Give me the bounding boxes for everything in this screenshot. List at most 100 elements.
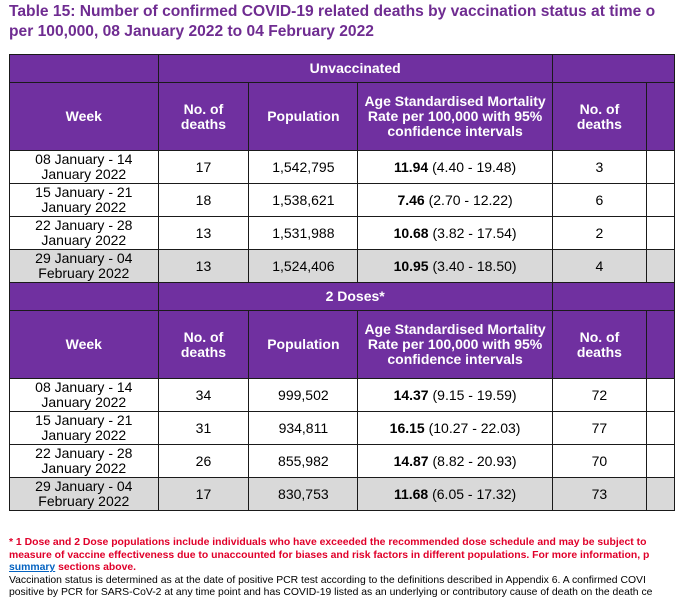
- column-header-asmr: Age Standardised Mortality Rate per 100,…: [357, 82, 553, 151]
- asmr-confidence-interval: (2.70 - 12.22): [428, 191, 513, 208]
- footnote-link-suffix: sections above.: [55, 562, 137, 574]
- population-cell: 999,502: [248, 378, 359, 412]
- cutoff-cell: [646, 216, 675, 250]
- column-header-row: Week No. of deaths Population Age Standardi…: [9, 82, 675, 151]
- week-cell: 22 January - 28 January 2022: [9, 216, 159, 250]
- column-header-cutoff: [646, 82, 675, 151]
- deaths-cell: 13: [157, 249, 250, 283]
- cutoff-cell: [646, 378, 675, 412]
- table-title-line-2: per 100,000, 08 January 2022 to 04 Febru…: [9, 23, 374, 40]
- table-title: Table 15: Number of confirmed COVID-19 r…: [9, 2, 675, 42]
- population-cell: 855,982: [248, 444, 359, 478]
- population-cell: 934,811: [248, 411, 359, 445]
- footnote-line-3: summary sections above.: [9, 562, 675, 575]
- asmr-cell: 14.87 (8.82 - 20.93): [357, 444, 553, 478]
- week-cell: 08 January - 14 January 2022: [9, 378, 159, 412]
- deaths-next-cell: 4: [551, 249, 648, 283]
- section-header-blank: [9, 54, 159, 83]
- deaths-next-cell: 2: [551, 216, 648, 250]
- table-title-line-1: Table 15: Number of confirmed COVID-19 r…: [9, 3, 656, 20]
- deaths-cell: 13: [157, 216, 250, 250]
- asmr-cell: 16.15 (10.27 - 22.03): [357, 411, 553, 445]
- footnote-line-2: measure of vaccine effectiveness due to …: [9, 549, 650, 561]
- asmr-cell: 11.68 (6.05 - 17.32): [357, 477, 553, 511]
- asmr-confidence-interval: (9.15 - 19.59): [432, 386, 517, 403]
- asmr-cell: 11.94 (4.40 - 19.48): [357, 150, 553, 184]
- column-header-week: Week: [9, 82, 159, 151]
- asmr-cell: 10.95 (3.40 - 18.50): [357, 249, 553, 283]
- cutoff-cell: [646, 477, 675, 511]
- asmr-confidence-interval: (3.82 - 17.54): [432, 224, 517, 241]
- column-header-population: Population: [248, 310, 359, 379]
- section-header-row: Unvaccinated: [9, 54, 675, 83]
- asmr-confidence-interval: (8.82 - 20.93): [432, 452, 517, 469]
- week-cell: 15 January - 21 January 2022: [9, 183, 159, 217]
- asmr-rate: 14.87: [393, 452, 429, 469]
- column-header-population: Population: [248, 82, 359, 151]
- population-cell: 1,542,795: [248, 150, 359, 184]
- table-row: 15 January - 21 January 2022 18 1,538,621 7…: [9, 183, 675, 217]
- column-header-deaths: No. of deaths: [157, 82, 250, 151]
- column-header-row: Week No. of deaths Population Age Standardi…: [9, 310, 675, 379]
- cutoff-cell: [646, 150, 675, 184]
- asmr-cell: 7.46 (2.70 - 12.22): [357, 183, 553, 217]
- asmr-cell: 14.37 (9.15 - 19.59): [357, 378, 553, 412]
- asmr-rate: 11.68: [393, 485, 429, 502]
- cutoff-cell: [646, 183, 675, 217]
- table-row: 08 January - 14 January 2022 17 1,542,795 1…: [9, 150, 675, 184]
- table-row: 15 January - 21 January 2022 31 934,811 16.…: [9, 411, 675, 445]
- deaths-by-vaccination-table: Unvaccinated Week No. of deaths Population A…: [9, 54, 675, 511]
- deaths-next-cell: 77: [551, 411, 648, 445]
- asmr-rate: 10.68: [393, 224, 429, 241]
- deaths-next-cell: 73: [551, 477, 648, 511]
- population-cell: 830,753: [248, 477, 359, 511]
- asmr-rate: 16.15: [389, 419, 425, 436]
- column-header-week: Week: [9, 310, 159, 379]
- deaths-next-cell: 6: [551, 183, 648, 217]
- cutoff-cell: [646, 249, 675, 283]
- population-cell: 1,538,621: [248, 183, 359, 217]
- population-cell: 1,531,988: [248, 216, 359, 250]
- asmr-confidence-interval: (3.40 - 18.50): [432, 257, 517, 274]
- column-header-deaths-next: No. of deaths: [551, 82, 648, 151]
- summary-link[interactable]: summary: [9, 562, 56, 574]
- deaths-cell: 34: [157, 378, 250, 412]
- asmr-confidence-interval: (4.40 - 19.48): [432, 158, 517, 175]
- deaths-next-cell: 72: [551, 378, 648, 412]
- deaths-cell: 17: [157, 150, 250, 184]
- section-label: Unvaccinated: [157, 54, 553, 83]
- cutoff-cell: [646, 411, 675, 445]
- deaths-cell: 18: [157, 183, 250, 217]
- column-header-cutoff: [646, 310, 675, 379]
- footnote-line-1: * 1 Dose and 2 Dose populations include …: [9, 537, 647, 548]
- cutoff-cell: [646, 444, 675, 478]
- column-header-deaths: No. of deaths: [157, 310, 250, 379]
- week-cell: 08 January - 14 January 2022: [9, 150, 159, 184]
- asmr-cell: 10.68 (3.82 - 17.54): [357, 216, 553, 250]
- asmr-rate: 11.94: [393, 158, 429, 175]
- deaths-cell: 17: [157, 477, 250, 511]
- week-cell: 22 January - 28 January 2022: [9, 444, 159, 478]
- column-header-deaths-next: No. of deaths: [551, 310, 648, 379]
- week-cell: 29 January - 04 February 2022: [9, 249, 159, 283]
- status-note-line-2: positive by PCR for SARS-CoV-2 at any ti…: [9, 587, 653, 599]
- asmr-rate: 10.95: [393, 257, 429, 274]
- section-header-tail: [551, 282, 675, 311]
- deaths-cell: 26: [157, 444, 250, 478]
- table-row: 22 January - 28 January 2022 13 1,531,988 1…: [9, 216, 675, 250]
- week-cell: 15 January - 21 January 2022: [9, 411, 159, 445]
- section-header-row: 2 Doses*: [9, 282, 675, 311]
- table-row: 29 January - 04 February 2022 17 830,753 11…: [9, 477, 675, 511]
- section-header-blank: [9, 282, 159, 311]
- week-cell: 29 January - 04 February 2022: [9, 477, 159, 511]
- asmr-rate: 14.37: [393, 386, 429, 403]
- asmr-confidence-interval: (6.05 - 17.32): [432, 485, 517, 502]
- status-note-line-1: Vaccination status is determined as at t…: [9, 574, 646, 586]
- column-header-asmr: Age Standardised Mortality Rate per 100,…: [357, 310, 553, 379]
- section-header-tail: [551, 54, 675, 83]
- table-notes: * 1 Dose and 2 Dose populations include …: [9, 537, 675, 600]
- deaths-cell: 31: [157, 411, 250, 445]
- table-row: 22 January - 28 January 2022 26 855,982 14.…: [9, 444, 675, 478]
- asmr-confidence-interval: (10.27 - 22.03): [428, 419, 521, 436]
- table-row: 08 January - 14 January 2022 34 999,502 14.…: [9, 378, 675, 412]
